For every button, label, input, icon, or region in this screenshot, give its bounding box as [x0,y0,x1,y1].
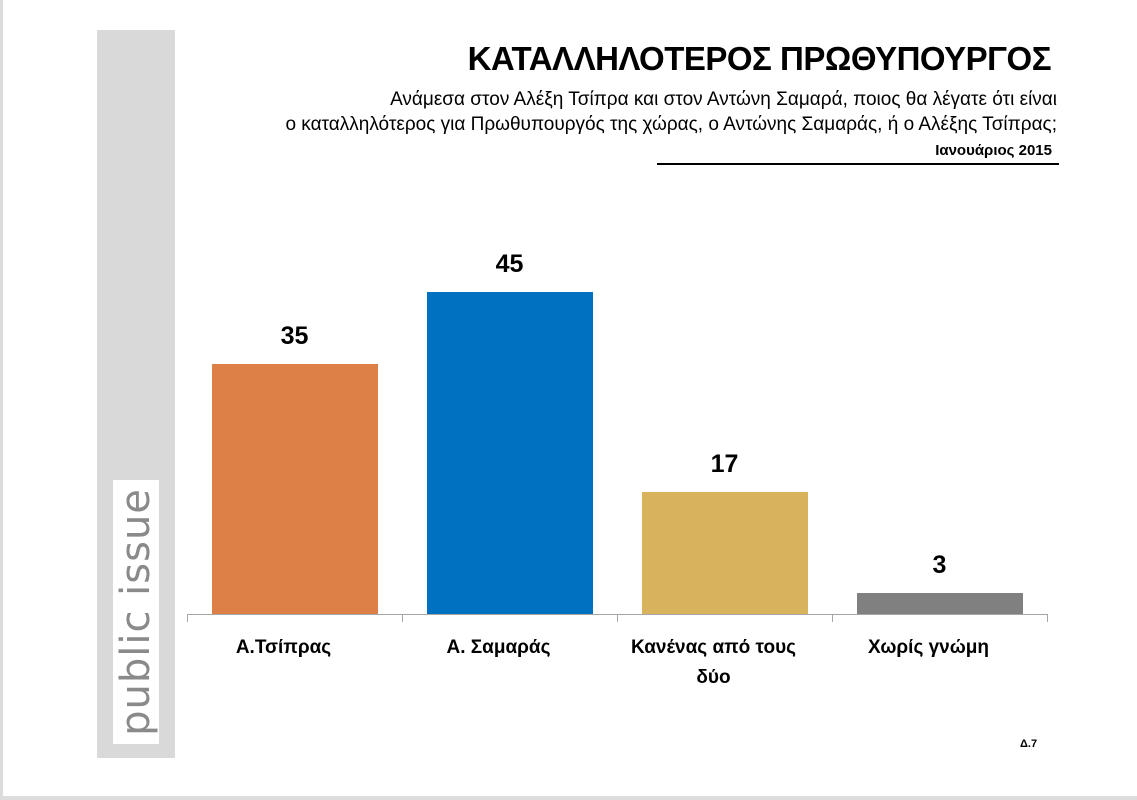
bar-no-opinion [856,593,1023,614]
bar-neither [641,492,808,614]
bar-tsipras [211,364,378,614]
data-label-neither: 17 [710,450,739,478]
data-label-samaras: 45 [495,250,524,278]
x-axis-tick [402,614,403,622]
category-label-no-opinion: Χωρίς γνώμη [867,637,990,658]
chart-title: ΚΑΤΑΛΛΗΛΟΤΕΡΟΣ ΠΡΩΘΥΠΟΥΡΓΟΣ [467,40,1052,77]
data-label-tsipras: 35 [280,322,309,350]
chart-question-line-2: ο καταλληλότερος για Πρωθυπουργός της χώ… [285,114,1057,135]
logo-box [113,480,159,744]
x-axis-tick [1047,614,1048,622]
header-rule [657,163,1059,165]
chart-question-line-1: Ανάμεσα στον Αλέξη Τσίπρα και στον Αντών… [390,89,1057,110]
x-axis-tick [617,614,618,622]
survey-date: Ιανουάριος 2015 [935,142,1052,159]
x-axis-tick [187,614,188,622]
category-label-samaras: Α. Σαμαράς [446,637,551,658]
category-label-neither: Κανένας από τους δύο [630,637,797,688]
page-code: Δ.7 [1020,738,1038,750]
x-axis-tick [832,614,833,622]
bar-samaras [426,292,593,614]
data-label-no-opinion: 3 [932,551,947,579]
page-border-bottom [0,796,1137,800]
page-border-left [0,0,3,800]
public-issue-logo: public issue [113,488,159,736]
category-label-tsipras: Α.Τσίπρας [235,637,332,658]
